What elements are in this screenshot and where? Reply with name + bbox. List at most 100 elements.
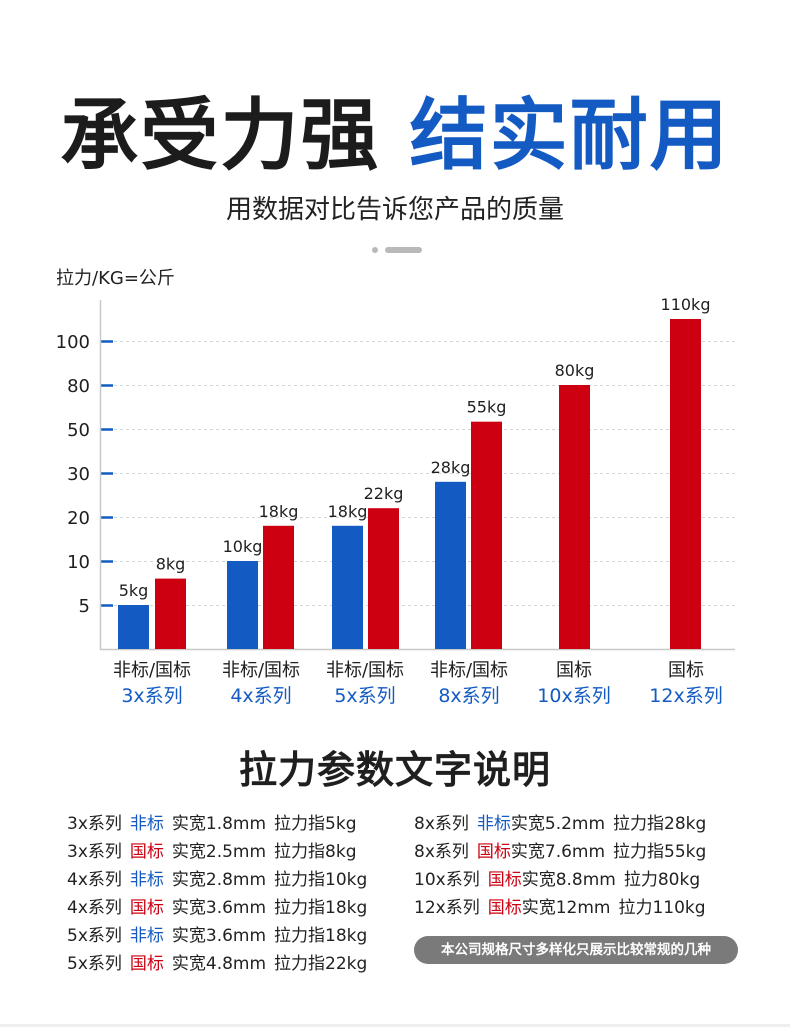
bottom-divider [0, 1024, 790, 1027]
subtitle: 用数据对比告诉您产品的质量 [225, 195, 564, 225]
spec-std: 国标 [487, 898, 522, 918]
spec-series: 3x系列 [67, 842, 122, 862]
spec-width: 实宽1.8mm [171, 814, 267, 834]
category-series-label: 12x系列 [649, 685, 722, 707]
bar-non-standard [435, 481, 466, 649]
spec-row: 3x系列 非标 实宽1.8mm 拉力指5kg [67, 810, 367, 838]
spec-list-right: 8x系列 非标实宽5.2mm 拉力指28kg 8x系列 国标实宽7.6mm 拉力指55kg… [414, 810, 706, 922]
spec-std: 国标 [129, 954, 164, 974]
category-type-label: 非标/国标 [222, 660, 300, 681]
spec-series: 5x系列 [67, 954, 122, 974]
spec-row: 5x系列 国标 实宽4.8mm 拉力指22kg [67, 950, 367, 978]
bar-national-standard [559, 385, 590, 649]
bar-value-label: 8kg [156, 555, 186, 574]
category-series-label: 4x系列 [230, 685, 291, 707]
spec-force: 拉力指28kg [613, 814, 707, 834]
bar-value-label: 28kg [431, 458, 471, 477]
bar-non-standard [332, 525, 363, 649]
spec-width: 实宽12mm [521, 898, 611, 918]
spec-width: 实宽2.8mm [171, 870, 267, 890]
spec-force: 拉力指22kg [274, 954, 368, 974]
spec-row: 4x系列 非标 实宽2.8mm 拉力指10kg [67, 866, 367, 894]
spec-row: 3x系列 国标 实宽2.5mm 拉力指8kg [67, 838, 367, 866]
category-type-label: 非标/国标 [326, 660, 404, 681]
spec-list-left: 3x系列 非标 实宽1.8mm 拉力指5kg 3x系列 国标 实宽2.5mm 拉力指8kg 4x… [67, 810, 367, 978]
spec-std: 非标 [129, 870, 164, 890]
category-series-label: 10x系列 [537, 685, 610, 707]
spec-width: 实宽2.5mm [171, 842, 267, 862]
spec-width: 实宽5.2mm [510, 814, 606, 834]
spec-series: 3x系列 [67, 814, 122, 834]
spec-std: 国标 [487, 870, 522, 890]
spec-row: 12x系列 国标实宽12mm 拉力110kg [414, 894, 706, 922]
bar-value-label: 18kg [259, 502, 299, 521]
category-series-label: 3x系列 [121, 685, 182, 707]
spec-series: 8x系列 [414, 814, 469, 834]
y-tick-label: 80 [67, 376, 90, 397]
spec-force: 拉力指10kg [274, 870, 368, 890]
spec-width: 实宽7.6mm [510, 842, 606, 862]
spec-row: 10x系列 国标实宽8.8mm 拉力80kg [414, 866, 706, 894]
bar-value-label: 22kg [364, 484, 404, 503]
spec-series: 8x系列 [414, 842, 469, 862]
bar-national-standard [155, 578, 186, 649]
dot-icon [372, 247, 378, 253]
y-tick-label: 30 [67, 464, 90, 485]
spec-width: 实宽3.6mm [171, 926, 267, 946]
spec-section-title: 拉力参数文字说明 [238, 748, 551, 792]
bar-value-label: 55kg [467, 398, 507, 417]
spec-row: 5x系列 非标 实宽3.6mm 拉力指18kg [67, 922, 367, 950]
spec-force: 拉力110kg [618, 898, 706, 918]
bars [118, 319, 701, 649]
spec-force: 拉力80kg [623, 870, 701, 890]
spec-std: 国标 [476, 842, 511, 862]
spec-series: 4x系列 [67, 898, 122, 918]
category-series-label: 5x系列 [334, 685, 395, 707]
spec-force: 拉力指8kg [274, 842, 357, 862]
spec-row: 8x系列 国标实宽7.6mm 拉力指55kg [414, 838, 706, 866]
y-tick-label: 10 [67, 552, 90, 573]
category-labels: 非标/国标 3x系列 非标/国标 4x系列 非标/国标 5x系列 非标/国标 8x系列 国标 10… [113, 660, 723, 707]
spec-row: 4x系列 国标 实宽3.6mm 拉力指18kg [67, 894, 367, 922]
spec-force: 拉力指18kg [274, 898, 368, 918]
headline-dark: 承受力强 [60, 91, 381, 181]
spec-std: 非标 [129, 814, 164, 834]
y-tick-label: 50 [67, 420, 90, 441]
spec-row: 8x系列 非标实宽5.2mm 拉力指28kg [414, 810, 706, 838]
spec-force: 拉力指5kg [274, 814, 357, 834]
spec-std: 国标 [129, 842, 164, 862]
note-badge: 本公司规格尺寸多样化只展示比较常规的几种 [414, 936, 738, 964]
spec-width: 实宽3.6mm [171, 898, 267, 918]
bar-national-standard [670, 319, 701, 649]
spec-series: 12x系列 [414, 898, 480, 918]
spec-width: 实宽4.8mm [171, 954, 267, 974]
category-type-label: 国标 [556, 660, 592, 681]
category-type-label: 非标/国标 [430, 660, 508, 681]
spec-std: 非标 [129, 926, 164, 946]
bar-value-label: 18kg [328, 502, 368, 521]
spec-series: 4x系列 [67, 870, 122, 890]
bar-national-standard [263, 525, 294, 649]
spec-series: 5x系列 [67, 926, 122, 946]
y-axis-label: 拉力/KG=公斤 [56, 268, 175, 289]
headline: 承受力强 结实耐用 [0, 86, 790, 186]
y-tick-label: 5 [79, 596, 90, 617]
category-series-label: 8x系列 [438, 685, 499, 707]
bar-national-standard [471, 421, 502, 649]
bar-value-label: 10kg [223, 537, 263, 556]
bar-non-standard [227, 561, 258, 649]
bar-value-label: 5kg [119, 581, 149, 600]
spec-std: 非标 [476, 814, 511, 834]
spec-series: 10x系列 [414, 870, 480, 890]
y-tick-label: 20 [67, 508, 90, 529]
y-ticks: 5 10 20 30 50 80 100 [56, 332, 113, 617]
bar-value-label: 110kg [661, 295, 711, 314]
spec-force: 拉力指18kg [274, 926, 368, 946]
headline-blue: 结实耐用 [409, 91, 730, 181]
y-tick-label: 100 [56, 332, 90, 353]
gridlines [102, 341, 735, 606]
bar-national-standard [368, 508, 399, 649]
spec-force: 拉力指55kg [613, 842, 707, 862]
